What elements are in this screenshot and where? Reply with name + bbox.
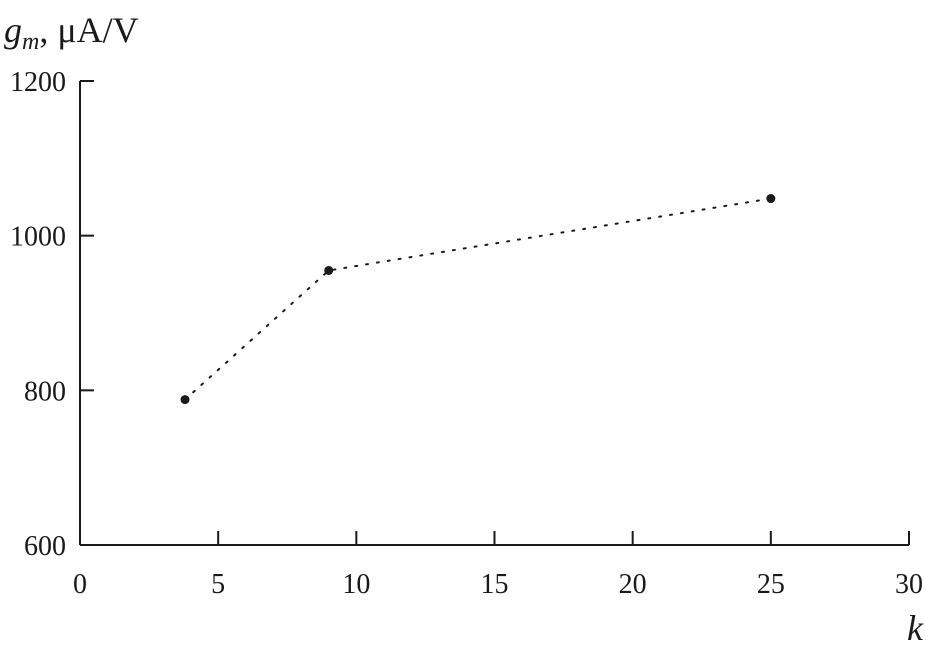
y-axis-ticks: 600 800 1000 1200 (10, 67, 94, 562)
svg-text:gm, μA/V: gm, μA/V (4, 10, 139, 55)
y-axis-title: gm, μA/V (4, 10, 139, 55)
series-line (184, 197, 772, 401)
x-tick-label: 20 (619, 569, 647, 600)
y-axis-title-subscript: m (22, 29, 39, 55)
y-axis-title-unit: , μA/V (39, 10, 138, 50)
x-tick-label: 5 (211, 569, 225, 600)
x-tick-label: 30 (895, 569, 923, 600)
y-axis-title-symbol: g (4, 10, 22, 50)
x-tick-label: 10 (342, 569, 370, 600)
x-tick-label: 25 (757, 569, 785, 600)
y-tick-label: 1000 (10, 222, 66, 253)
data-point (324, 265, 334, 275)
y-tick-label: 1200 (10, 67, 66, 98)
x-tick-label: 0 (73, 569, 87, 600)
series-layer (180, 194, 776, 405)
y-tick-label: 600 (24, 531, 66, 562)
x-axis-ticks: 0 5 10 15 20 25 30 (73, 531, 923, 600)
y-tick-label: 800 (24, 376, 66, 407)
x-axis-title: k (907, 608, 924, 648)
data-point (766, 194, 776, 204)
x-tick-label: 15 (481, 569, 509, 600)
data-point (180, 395, 190, 405)
